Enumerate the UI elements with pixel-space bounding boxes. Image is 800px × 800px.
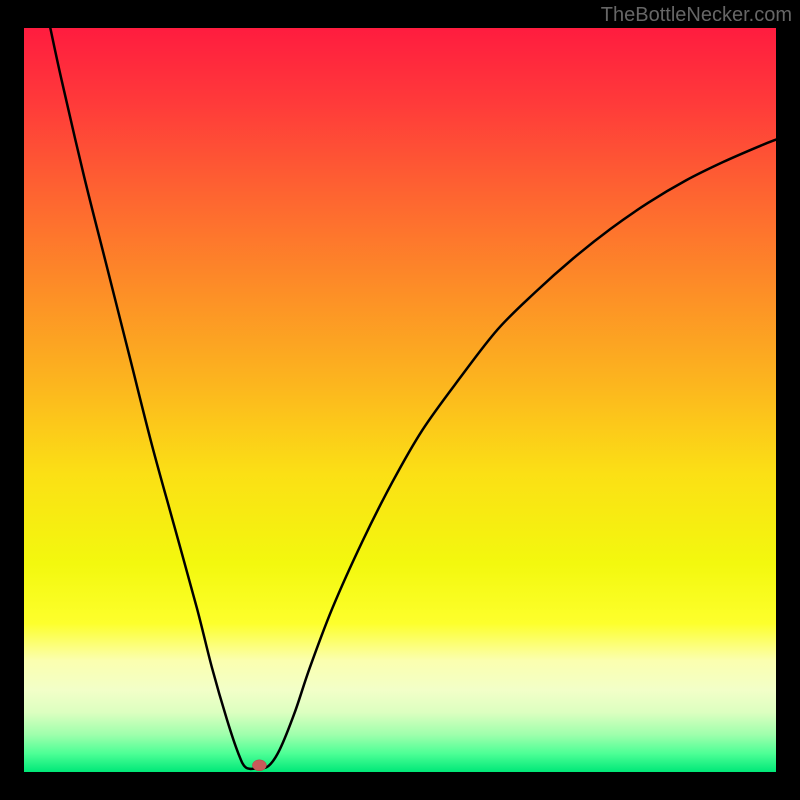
plot-area <box>24 28 776 772</box>
bottleneck-curve <box>24 28 776 772</box>
watermark-text: TheBottleNecker.com <box>601 4 792 27</box>
chart-container: TheBottleNecker.com <box>0 0 800 800</box>
minimum-marker <box>252 760 266 771</box>
